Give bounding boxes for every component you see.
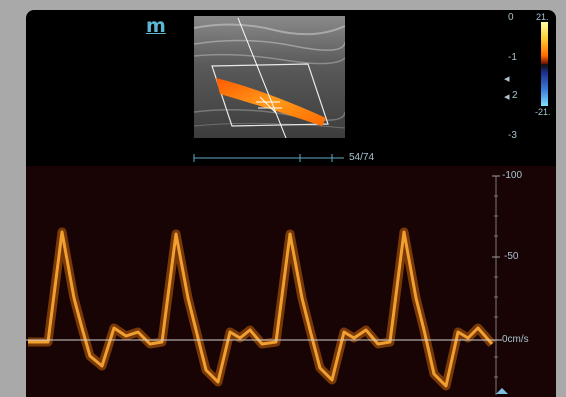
spectral-doppler-area	[26, 166, 556, 397]
doppler-gate-icon[interactable]	[256, 96, 282, 114]
depth-label-0: 0	[508, 12, 514, 23]
color-scale-top-label: 21.	[536, 12, 549, 22]
depth-label-3: -3	[508, 130, 517, 141]
color-scale-bottom-label: -21.	[535, 107, 551, 117]
depth-label-1: -1	[508, 52, 517, 63]
sweep-bar	[193, 154, 344, 162]
overlay-svg	[26, 154, 508, 395]
depth-label-2: 2	[512, 90, 518, 101]
doppler-cursor-line[interactable]	[237, 17, 287, 138]
bmode-image	[194, 16, 345, 138]
velocity-label-100: -100	[502, 170, 523, 181]
baseline-marker-icon[interactable]	[496, 388, 508, 394]
logo-icon: m	[146, 15, 166, 37]
velocity-label-50: -50	[504, 251, 519, 262]
sweep-label: 54/74	[349, 152, 375, 163]
ultrasound-display: m	[26, 10, 556, 397]
color-velocity-bar	[541, 22, 548, 106]
depth-marker-icon[interactable]: ◂	[504, 91, 510, 103]
velocity-axis	[492, 175, 500, 395]
bmode-svg	[194, 16, 345, 138]
color-box[interactable]	[211, 63, 329, 127]
depth-marker-icon[interactable]: ◂	[504, 73, 510, 85]
velocity-label-0: 0cm/s	[502, 334, 529, 345]
spectral-waveform	[28, 227, 496, 391]
